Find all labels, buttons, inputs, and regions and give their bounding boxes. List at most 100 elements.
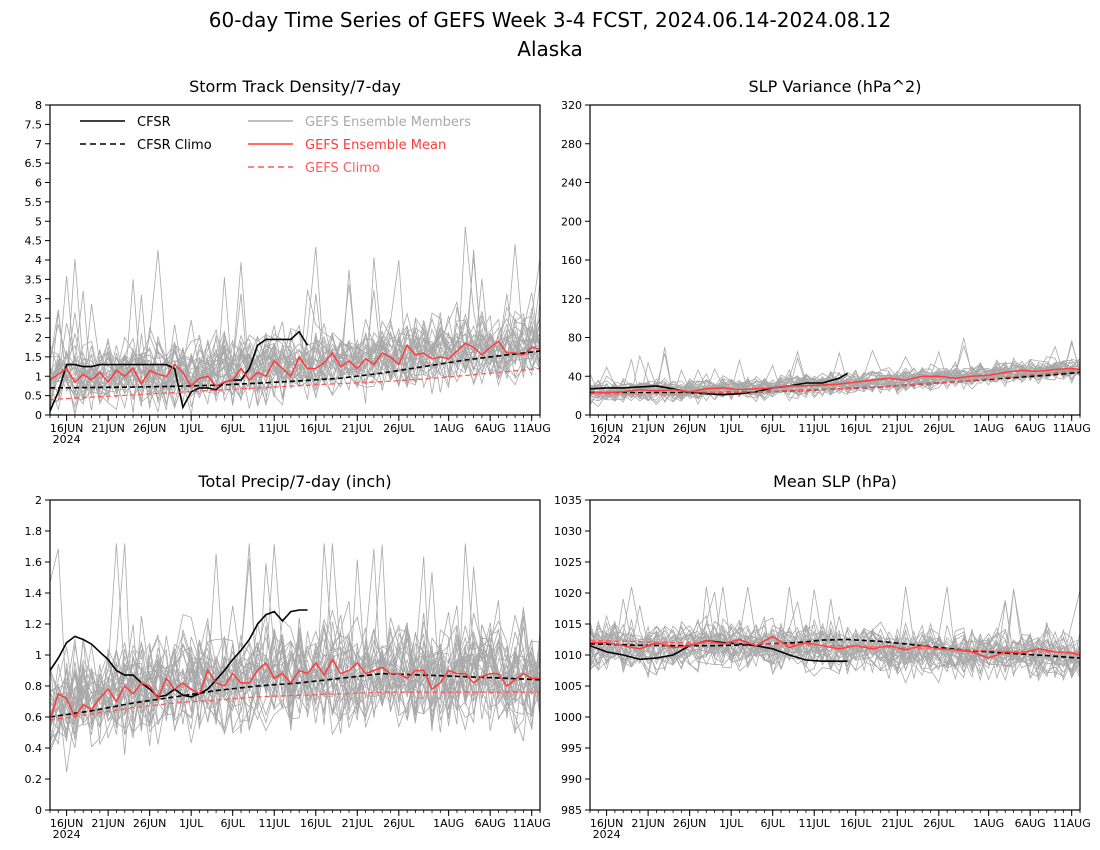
x-year-label: 2024 [53,828,81,841]
x-tick-label: 11AUG [1053,817,1091,830]
y-tick-label: 0.6 [25,711,43,724]
series-cfsr [590,639,848,663]
x-tick-label: 11AUG [513,817,551,830]
y-tick-label: 1.2 [25,618,43,631]
ensemble-member-line [50,250,540,408]
y-tick-label: 0 [35,804,42,817]
y-tick-label: 7.5 [25,118,43,131]
ensemble-member-line [50,249,540,411]
series-cfsr-climo [50,672,540,718]
ensemble-member-line [50,615,540,726]
x-tick-label: 16JUL [840,422,872,435]
ensemble-member-line [590,589,1080,679]
panel-title: SLP Variance (hPa^2) [749,77,922,96]
x-tick-label: 21JUN [91,422,125,435]
x-year-label: 2024 [593,828,621,841]
y-tick-label: 1005 [554,680,582,693]
x-tick-label: 11JUL [799,422,831,435]
x-tick-label: 26JUL [923,422,955,435]
series-cfsr [50,609,308,698]
ensemble-member-line [50,614,540,741]
series-gefs-climo [590,640,1080,654]
y-tick-label: 6 [35,177,42,190]
panel-title: Total Precip/7-day (inch) [197,472,391,491]
y-tick-label: 0.5 [25,390,43,403]
y-tick-label: 0.8 [25,680,43,693]
figure-title: 60-day Time Series of GEFS Week 3-4 FCST… [209,8,891,32]
legend-label-members: GEFS Ensemble Members [305,115,471,130]
x-tick-label: 21JUL [882,817,914,830]
x-tick-label: 26JUL [383,422,415,435]
y-tick-label: 2 [35,332,42,345]
x-year-label: 2024 [593,433,621,446]
x-tick-label: 26JUN [673,422,707,435]
x-tick-label: 26JUL [383,817,415,830]
series-gefs-ensemble-mean [590,635,1080,659]
panel-title: Storm Track Density/7-day [189,77,401,96]
x-tick-label: 6AUG [475,817,506,830]
x-tick-label: 16JUN [50,422,84,435]
legend: CFSR CFSR Climo GEFS Ensemble Members GE… [80,115,471,176]
x-tick-label: 6JUL [220,817,245,830]
y-tick-label: 0 [35,409,42,422]
series-gefs-climo [50,691,540,721]
y-tick-label: 995 [561,742,582,755]
y-tick-label: 1.8 [25,525,43,538]
ensemble-member-line [50,284,540,415]
y-tick-label: 6.5 [25,157,43,170]
x-tick-label: 6AUG [1015,422,1046,435]
y-tick-label: 320 [561,99,582,112]
x-tick-label: 26JUN [673,817,707,830]
x-tick-label: 21JUL [882,422,914,435]
ensemble-member-line [50,553,540,728]
x-tick-label: 16JUL [300,422,332,435]
legend-label-gefs-climo: GEFS Climo [305,161,380,176]
x-tick-label: 11JUL [259,422,291,435]
y-tick-label: 1 [35,370,42,383]
ensemble-member-line [50,543,540,732]
legend-label-cfsr-climo: CFSR Climo [137,138,212,153]
ensemble-member-line [50,605,540,728]
panel-slp-variance: SLP Variance (hPa^2) 0 40 80 120 160 200 240 28… [561,77,1091,446]
series-gefs-climo [50,367,540,401]
x-tick-label: 21JUL [342,422,374,435]
x-tick-label: 21JUN [631,422,665,435]
series-gefs-ensemble-mean [50,340,540,388]
ensemble-member-line [590,586,1080,675]
y-tick-label: 0 [575,409,582,422]
ensemble-member-line [50,300,540,405]
x-tick-label: 21JUL [342,817,374,830]
ensemble-member-line [590,625,1080,672]
x-tick-label: 21JUN [631,817,665,830]
y-tick-label: 1.5 [25,351,43,364]
x-tick-label: 16JUL [300,817,332,830]
y-tick-label: 3 [35,293,42,306]
y-tick-label: 200 [561,215,582,228]
x-tick-label: 1JUL [179,817,204,830]
x-tick-label: 6AUG [475,422,506,435]
plot-lines [590,586,1080,684]
x-tick-label: 1JUL [179,422,204,435]
y-tick-label: 4 [35,254,42,267]
x-tick-label: 6JUL [760,422,785,435]
x-tick-label: 26JUN [133,817,167,830]
y-tick-label: 1.6 [25,556,43,569]
y-tick-label: 2 [35,494,42,507]
x-tick-label: 1JUL [719,422,744,435]
plot-area: 0 0.5 1 1.5 2 2.5 3 3.5 4 4.5 5 5.5 6 6.5 7 7.5 8 16JUN 21… [25,99,551,446]
plot-area: 0 40 80 120 160 200 240 280 320 16JUN 21JUN 26JUN 1J… [561,99,1091,446]
y-tick-label: 4.5 [25,235,43,248]
ensemble-member-line [590,626,1080,682]
panel-storm-track: Storm Track Density/7-day 0 0.5 1 1.5 2 2.5 3 3… [25,77,551,446]
x-tick-label: 6JUL [760,817,785,830]
y-tick-label: 990 [561,773,582,786]
x-tick-label: 16JUN [590,817,624,830]
panel-title: Mean SLP (hPa) [773,472,897,491]
ensemble-member-line [50,631,540,735]
x-tick-label: 1AUG [973,422,1004,435]
plot-lines [50,226,540,415]
panel-mean-slp: Mean SLP (hPa) 985 990 995 1000 1005 1010 1015… [554,472,1091,841]
y-tick-label: 280 [561,138,582,151]
x-tick-label: 11AUG [513,422,551,435]
